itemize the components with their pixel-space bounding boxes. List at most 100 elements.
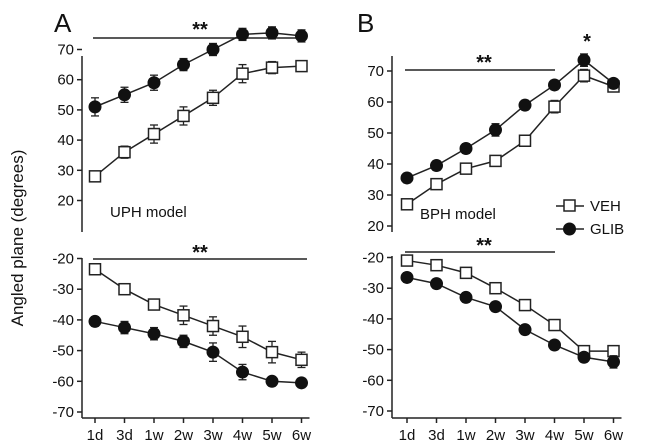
data-point-glib <box>177 58 190 72</box>
data-point-veh <box>518 298 532 312</box>
data-point-veh <box>548 100 561 113</box>
data-point-veh <box>118 145 131 159</box>
data-point-veh <box>265 345 279 359</box>
series-line-veh <box>406 259 614 352</box>
x-tick-label: 3d <box>116 427 133 444</box>
data-point-glib <box>236 27 249 41</box>
data-point-veh <box>400 198 414 211</box>
y-tick-label: -40 <box>52 312 74 329</box>
chart-a-lower: -70 -60 -50 -40 -30 -20 1d 3d 1w 2w 3w 4w 5w 6w ** <box>52 242 311 444</box>
x-tick-label: 5w <box>574 427 593 444</box>
data-point-veh <box>147 298 161 311</box>
y-tick-label: -50 <box>52 343 74 360</box>
significance-label: ** <box>476 235 492 257</box>
y-tick-label: -30 <box>52 281 74 298</box>
data-point-glib <box>548 338 561 352</box>
x-tick-label: 3w <box>203 427 222 444</box>
series-line-veh <box>94 65 302 177</box>
y-tick-label: -70 <box>362 403 384 420</box>
data-point-glib <box>577 350 591 364</box>
data-point-veh <box>295 59 308 73</box>
significance-label: ** <box>192 19 208 41</box>
x-tick-label: 3w <box>515 427 534 444</box>
data-point-glib <box>118 88 131 102</box>
x-tick-label: 1w <box>144 427 163 444</box>
x-tick-label: 1d <box>399 427 416 444</box>
panel-letter-b: B <box>357 8 374 38</box>
legend-veh-marker <box>563 199 576 212</box>
y-tick-label: -60 <box>362 372 384 389</box>
data-point-glib <box>577 53 591 67</box>
data-point-glib <box>489 300 502 314</box>
data-point-glib <box>607 355 620 369</box>
data-point-glib <box>489 123 502 137</box>
data-point-glib <box>400 171 414 185</box>
significance-label: ** <box>192 242 208 264</box>
data-point-veh <box>265 61 279 74</box>
data-point-glib <box>459 290 473 304</box>
y-axis-title: Angled plane (degrees) <box>8 150 27 327</box>
data-point-glib <box>518 98 532 112</box>
data-point-glib <box>430 277 443 291</box>
y-tick-label: 70 <box>367 63 384 80</box>
data-point-veh <box>206 91 220 105</box>
y-tick-label: -60 <box>52 373 74 390</box>
legend-veh-label: VEH <box>590 198 621 215</box>
data-point-glib <box>295 29 308 43</box>
data-point-veh <box>177 309 190 322</box>
data-point-glib <box>236 365 249 379</box>
data-point-veh <box>430 258 443 272</box>
data-point-veh <box>206 319 220 333</box>
y-tick-label: 40 <box>367 156 384 173</box>
legend-glib-label: GLIB <box>590 221 624 238</box>
y-tick-label: 50 <box>57 102 74 119</box>
data-point-glib <box>265 26 279 40</box>
data-point-veh <box>236 330 249 344</box>
data-point-veh <box>489 154 502 168</box>
data-point-glib <box>430 159 443 173</box>
data-point-glib <box>518 323 532 337</box>
data-point-glib <box>118 321 131 335</box>
x-tick-label: 1d <box>87 427 104 444</box>
y-tick-label: 50 <box>367 125 384 142</box>
data-point-veh <box>236 67 249 80</box>
y-tick-label: -70 <box>52 404 74 421</box>
y-tick-label: 60 <box>367 94 384 111</box>
bph-model-label: BPH model <box>420 206 496 223</box>
x-tick-label: 1w <box>456 427 475 444</box>
data-point-glib <box>400 270 414 284</box>
data-point-veh <box>177 109 190 123</box>
panel-letter-a: A <box>54 8 72 38</box>
y-tick-label: 70 <box>57 42 74 59</box>
y-tick-label: 40 <box>57 132 74 149</box>
data-point-veh <box>459 266 473 280</box>
x-tick-label: 6w <box>604 427 623 444</box>
y-tick-label: 30 <box>367 187 384 204</box>
x-tick-label: 4w <box>545 427 564 444</box>
y-tick-label: -20 <box>362 250 384 267</box>
data-point-veh <box>430 177 443 191</box>
data-point-glib <box>177 334 190 348</box>
legend-glib-marker <box>563 222 576 236</box>
chart-b-lower: -70 -60 -50 -40 -30 -20 1d 3d 1w 2w 3w 4w 5w 6w ** <box>362 235 623 444</box>
data-point-veh <box>459 162 473 175</box>
data-point-glib <box>147 76 161 90</box>
y-tick-label: 20 <box>57 193 74 210</box>
data-point-veh <box>295 353 308 367</box>
data-point-glib <box>548 78 561 92</box>
data-point-glib <box>88 100 102 114</box>
y-tick-label: 30 <box>57 162 74 179</box>
data-point-glib <box>459 142 473 155</box>
data-point-glib <box>265 374 279 388</box>
data-point-glib <box>206 345 220 359</box>
y-tick-label: 20 <box>367 218 384 235</box>
y-tick-label: 60 <box>57 72 74 89</box>
x-tick-label: 2w <box>486 427 505 444</box>
x-tick-label: 5w <box>262 427 281 444</box>
y-tick-label: -50 <box>362 342 384 359</box>
significance-star: * <box>583 31 591 53</box>
y-tick-label: -20 <box>52 251 74 268</box>
chart-a-upper: 20 30 40 50 60 70 ** <box>57 19 308 232</box>
